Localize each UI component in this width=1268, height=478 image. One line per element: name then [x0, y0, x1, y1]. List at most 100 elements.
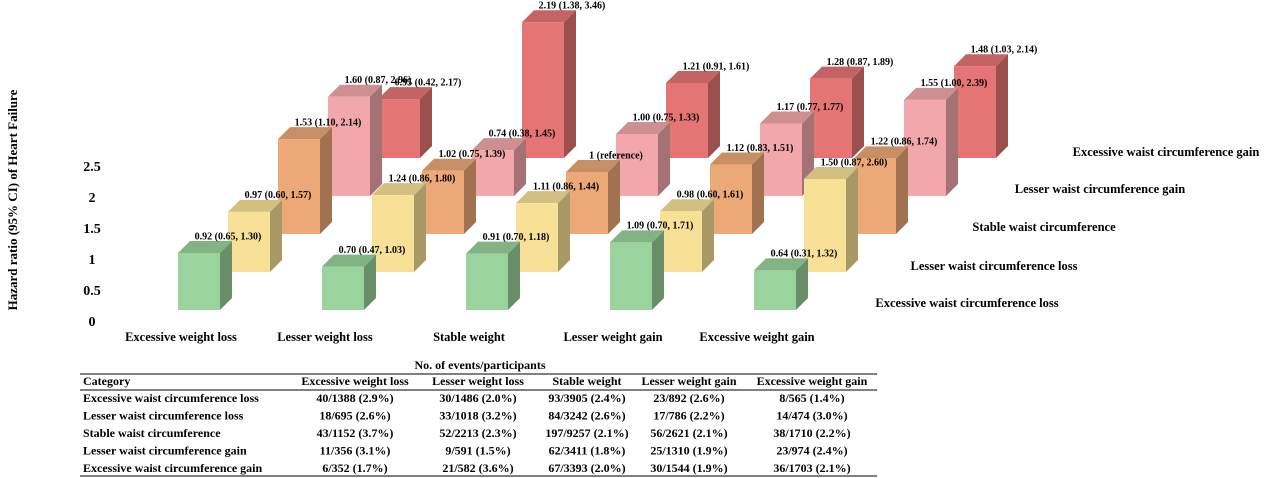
bar-side	[708, 70, 720, 158]
bar-side	[658, 122, 670, 196]
bar-front	[610, 242, 652, 310]
bar	[616, 122, 670, 196]
table-cell: 23/974 (2.4%)	[776, 443, 847, 457]
value-label: 1.11 (0.86, 1.44)	[533, 181, 599, 192]
bar-top	[610, 230, 664, 243]
bar-side	[270, 199, 282, 272]
table-cell: Excessive waist circumference loss	[83, 391, 259, 405]
table-cell: 21/582 (3.6%)	[442, 461, 513, 475]
bar	[710, 152, 764, 234]
value-label: 0.97 (0.60, 1.57)	[245, 190, 312, 201]
table-cell: 30/1544 (1.9%)	[650, 461, 727, 475]
y-tick-label: 2	[89, 191, 96, 206]
value-label: 0.95 (0.42, 2.17)	[395, 77, 462, 88]
bar	[760, 111, 814, 196]
bar-front	[854, 158, 896, 234]
series-label: Excessive waist circumference gain	[1073, 145, 1260, 159]
x-tick-label: Stable weight	[433, 330, 506, 344]
bar-side	[996, 54, 1008, 158]
bar-top	[760, 111, 814, 124]
value-label: 1.24 (0.86, 1.80)	[389, 173, 456, 184]
bar-front	[954, 66, 996, 158]
value-label: 2.19 (1.38, 3.46)	[539, 1, 606, 12]
bar-side	[752, 152, 764, 234]
bar-front	[466, 253, 508, 310]
table-cell: Lesser waist circumference gain	[83, 443, 247, 457]
bar-top	[466, 241, 520, 254]
table-cell: Excessive waist circumference gain	[83, 461, 263, 475]
value-label: 1.48 (1.03, 2.14)	[971, 45, 1038, 56]
x-tick-label: Excessive weight loss	[125, 330, 237, 344]
bar-front	[660, 211, 702, 272]
table-cell: 52/2213 (2.3%)	[439, 426, 516, 440]
bar	[904, 87, 958, 196]
bar-front	[666, 82, 708, 158]
value-label: 0.91 (0.70, 1.18)	[483, 232, 550, 243]
table-header: Excessive weight gain	[757, 374, 868, 388]
bar	[660, 199, 714, 272]
table-cell: 93/3905 (2.4%)	[548, 391, 625, 405]
bar-side	[946, 87, 958, 196]
series-label: Stable waist circumference	[972, 220, 1116, 234]
bar-top	[810, 66, 864, 79]
table-cell: 33/1018 (3.2%)	[439, 408, 516, 422]
table-header: Stable weight	[553, 374, 622, 388]
table-header: Category	[83, 374, 130, 388]
bar-front	[810, 78, 852, 158]
value-label: 1.12 (0.83, 1.51)	[727, 143, 794, 154]
bar	[328, 84, 382, 196]
bar	[666, 70, 720, 158]
bar-top	[616, 122, 670, 134]
bar-side	[414, 183, 426, 272]
table-cell: 30/1486 (2.0%)	[439, 391, 516, 405]
bar-top	[904, 87, 958, 100]
table-title: No. of events/participants	[415, 358, 546, 372]
table-cell: 36/1703 (2.1%)	[773, 461, 850, 475]
bar-top	[954, 54, 1008, 67]
bar-top	[278, 127, 332, 140]
bar-side	[420, 87, 432, 158]
bar-side	[370, 84, 382, 196]
value-label: 0.92 (0.65, 1.30)	[195, 231, 262, 242]
bar-front	[760, 123, 802, 196]
value-label: 1.28 (0.87, 1.89)	[827, 57, 894, 68]
table-cell: 25/1310 (1.9%)	[650, 443, 727, 457]
bar-top	[804, 167, 858, 179]
table-cell: 18/695 (2.6%)	[319, 408, 390, 422]
x-tick-label: Excessive weight gain	[699, 330, 814, 344]
table-header: Lesser weight loss	[432, 374, 524, 388]
bar-top	[322, 254, 376, 267]
bar-front	[228, 211, 270, 272]
y-tick-label: 1.5	[83, 222, 101, 237]
bar	[566, 160, 620, 234]
table-cell: 197/9257 (2.1%)	[545, 426, 628, 440]
value-label: 0.70 (0.47, 1.03)	[339, 245, 406, 256]
bar-front	[904, 99, 946, 196]
bar-top	[566, 160, 620, 172]
series-label: Excessive waist circumference loss	[875, 296, 1058, 310]
bar	[178, 240, 232, 310]
bar	[472, 138, 526, 196]
table-cell: 84/3242 (2.6%)	[548, 408, 625, 422]
table-cell: 17/786 (2.2%)	[653, 408, 724, 422]
bar-front	[422, 170, 464, 234]
bar-top	[328, 84, 382, 97]
bar	[522, 10, 576, 158]
bar-top	[710, 152, 764, 165]
x-tick-label: Lesser weight loss	[277, 330, 373, 344]
bar-front	[472, 150, 514, 196]
bar-front	[566, 172, 608, 234]
bar	[810, 66, 864, 158]
table-cell: 67/3393 (2.0%)	[548, 461, 625, 475]
bar-top	[228, 199, 282, 212]
bar-side	[652, 230, 664, 310]
table-cell: Stable waist circumference	[83, 426, 221, 440]
bar-side	[796, 258, 808, 310]
bar-side	[846, 167, 858, 272]
bar-front	[710, 164, 752, 234]
bar-side	[464, 158, 476, 234]
table-header: Excessive weight loss	[301, 374, 409, 388]
bar-top	[666, 70, 720, 83]
bar-top	[422, 158, 476, 171]
